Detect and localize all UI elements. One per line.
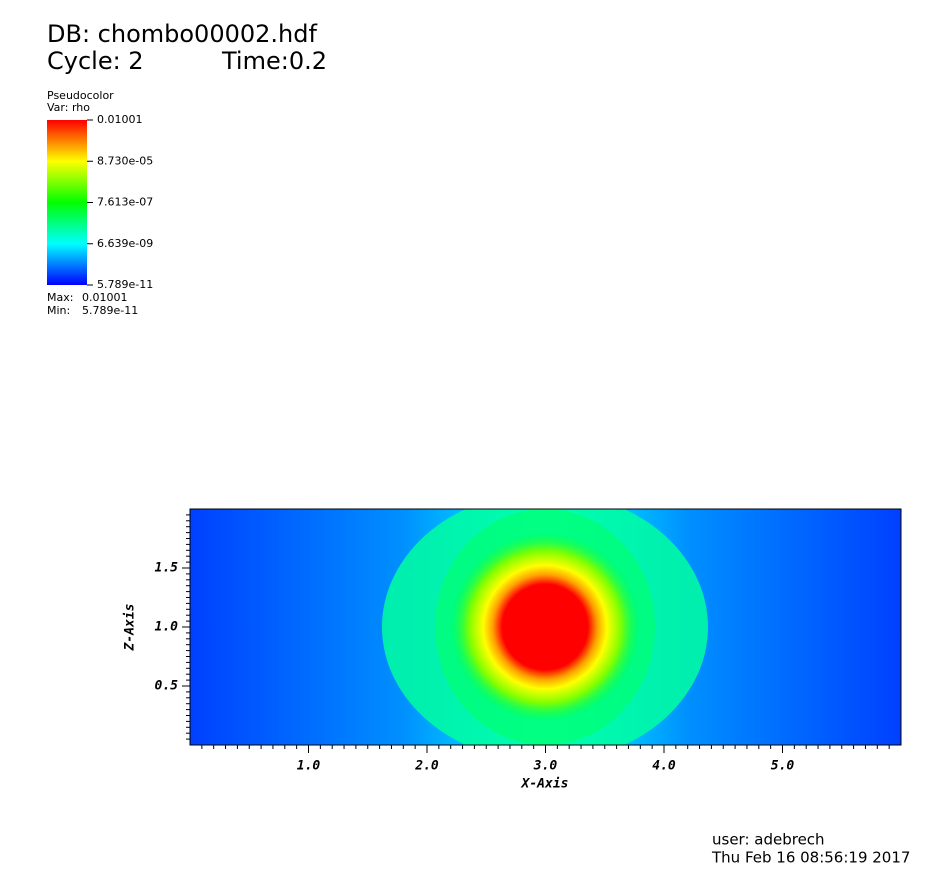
legend-max-label: Max: <box>47 291 73 304</box>
x-tick-label: 2.0 <box>414 759 439 774</box>
legend-tick-label: 5.789e-11 <box>97 278 153 291</box>
cycle: Cycle: 2 <box>47 47 144 75</box>
user: user: adebrech <box>712 831 825 849</box>
x-tick-label: 4.0 <box>652 759 676 774</box>
legend-tick-label: 7.613e-07 <box>97 196 153 209</box>
legend-var: Var: rho <box>47 101 90 114</box>
legend-tick-label: 8.730e-05 <box>97 154 153 167</box>
time: Time:0.2 <box>221 47 327 75</box>
legend-plot: Pseudocolor <box>47 89 114 102</box>
x-tick-label: 3.0 <box>533 759 558 774</box>
y-axis-label: Z-Axis <box>123 604 138 652</box>
db-name: DB: chombo00002.hdf <box>47 20 317 48</box>
y-tick-label: 1.5 <box>155 561 179 576</box>
legend-max: 0.01001 <box>82 291 128 304</box>
legend-tick-label: 0.01001 <box>97 113 143 126</box>
x-tick-label: 1.0 <box>297 759 321 774</box>
legend-min: 5.789e-11 <box>82 304 138 317</box>
x-axis-label: X-Axis <box>521 777 569 792</box>
legend-min-label: Min: <box>47 304 70 317</box>
x-tick-label: 5.0 <box>771 759 795 774</box>
pseudocolor-field <box>190 509 901 745</box>
y-tick-label: 0.5 <box>155 679 179 694</box>
y-tick-label: 1.0 <box>155 620 179 635</box>
legend-tick-label: 6.639e-09 <box>97 237 153 250</box>
date: Thu Feb 16 08:56:19 2017 <box>711 849 910 867</box>
color-bar <box>47 120 87 285</box>
